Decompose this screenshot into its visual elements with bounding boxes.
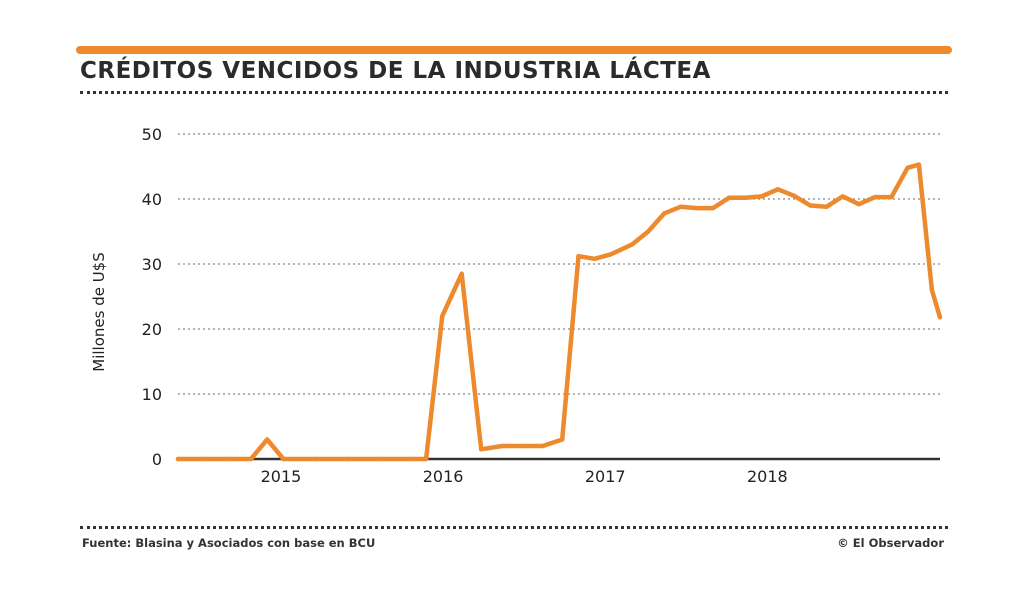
data-point — [889, 194, 894, 200]
data-point — [759, 194, 764, 199]
data-point — [916, 162, 922, 167]
data-point — [248, 456, 254, 462]
data-point — [824, 204, 829, 209]
grid-lines — [178, 133, 940, 395]
data-point — [175, 456, 181, 462]
top-accent-bar — [76, 46, 952, 54]
data-point — [775, 187, 781, 192]
x-tick-labels: 2015 2016 2017 2018 — [261, 467, 788, 486]
data-point — [459, 271, 464, 276]
data-point — [662, 211, 667, 216]
y-tick-label: 50 — [142, 125, 162, 144]
y-tick-label: 20 — [142, 320, 162, 339]
y-tick-labels: 0 10 20 30 40 50 — [142, 125, 162, 469]
data-point — [200, 456, 205, 462]
data-point — [224, 456, 229, 462]
x-tick-label: 2016 — [423, 467, 464, 486]
data-point — [645, 229, 651, 234]
data-point — [592, 256, 597, 261]
data-point — [629, 242, 635, 247]
data-point — [872, 194, 878, 200]
x-tick-label: 2017 — [585, 467, 626, 486]
data-point — [856, 202, 862, 207]
series-group — [175, 162, 943, 462]
source-note: Fuente: Blasina y Asociados con base en … — [82, 536, 376, 550]
data-point — [521, 443, 526, 449]
data-point — [440, 313, 445, 319]
data-point — [500, 443, 505, 449]
x-tick-label: 2018 — [747, 467, 788, 486]
copyright-credit: © El Observador — [837, 536, 944, 550]
y-tick-label: 30 — [142, 255, 162, 274]
data-point — [678, 204, 683, 209]
data-point — [264, 437, 270, 442]
chart-title: CRÉDITOS VENCIDOS DE LA INDUSTRIA LÁCTEA — [80, 58, 711, 84]
y-axis-label: Millones de U$S — [90, 252, 108, 372]
data-point — [540, 443, 545, 449]
data-point — [791, 193, 797, 198]
y-tick-label: 40 — [142, 190, 162, 209]
data-point — [840, 194, 845, 199]
data-point — [576, 254, 581, 259]
data-point — [694, 205, 700, 211]
data-point — [727, 195, 732, 200]
data-point — [478, 447, 484, 452]
bottom-divider — [80, 526, 948, 529]
data-point — [410, 456, 416, 462]
data-point — [313, 456, 319, 462]
data-point — [929, 287, 935, 293]
data-point — [346, 456, 351, 462]
x-tick-label: 2015 — [261, 467, 302, 486]
data-point — [808, 203, 813, 208]
data-point — [423, 456, 429, 462]
data-point — [281, 456, 286, 462]
data-point — [378, 456, 383, 462]
top-divider — [80, 91, 948, 94]
data-point — [608, 252, 614, 257]
data-point — [743, 195, 748, 200]
y-tick-label: 10 — [142, 385, 162, 404]
data-point — [937, 315, 943, 320]
data-point — [905, 165, 910, 170]
series-line — [175, 162, 943, 462]
y-tick-label: 0 — [152, 450, 162, 469]
data-point — [710, 205, 716, 211]
data-point — [560, 437, 565, 442]
